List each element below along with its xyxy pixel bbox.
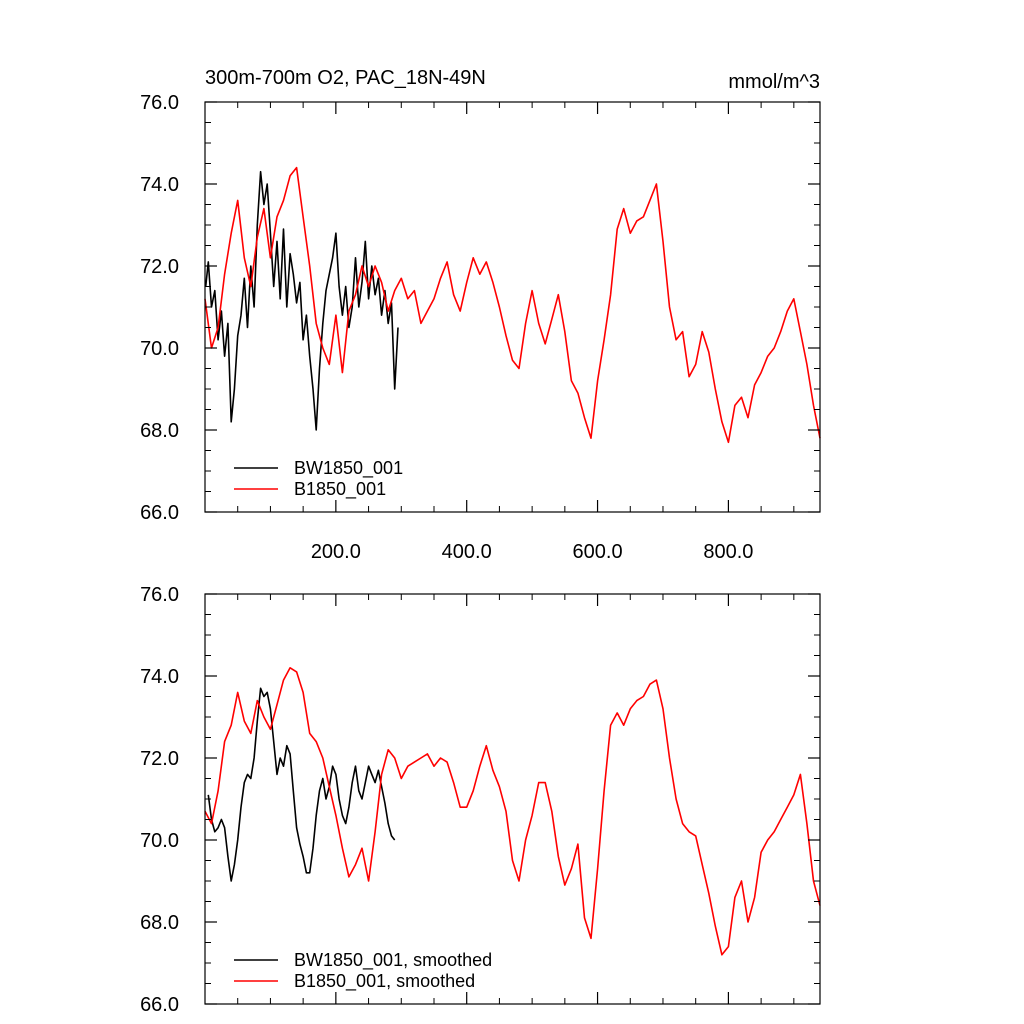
top-panel: 300m-700m O2, PAC_18N-49N mmol/m^3 66.06…	[140, 67, 821, 563]
bottom-panel-ticks: 66.0 68.0 70.0 72.0 74.0 76.0	[140, 584, 820, 1016]
y-tick-label: 74.0	[140, 174, 179, 196]
top-panel-marks	[204, 166, 821, 444]
legend-label-1: B1850_001	[294, 479, 386, 500]
y-tick-label: 66.0	[140, 994, 179, 1016]
y-tick-label: 72.0	[140, 748, 179, 770]
y-tick-label: 72.0	[140, 256, 179, 278]
y-tick-label: 76.0	[140, 92, 179, 114]
y-tick-label: 70.0	[140, 830, 179, 852]
top-panel-ticks: 66.0 68.0 70.0 72.0 74.0 76.0 200.0 400.0 600.0 8…	[140, 92, 820, 563]
x-tick-label: 200.0	[311, 541, 361, 563]
legend-label-0: BW1850_001, smoothed	[294, 950, 492, 971]
y-tick-label: 74.0	[140, 666, 179, 688]
y-tick-label: 70.0	[140, 338, 179, 360]
series-line-1	[204, 166, 821, 444]
series-line-0	[207, 687, 396, 882]
y-tick-label: 68.0	[140, 912, 179, 934]
series-line-1	[204, 666, 821, 956]
x-tick-label: 600.0	[573, 541, 623, 563]
bottom-panel: 66.0 68.0 70.0 72.0 74.0 76.0 BW1850_001, smo…	[140, 584, 821, 1016]
x-tick-label: 400.0	[442, 541, 492, 563]
bottom-plot-frame	[204, 593, 821, 1005]
y-tick-label: 76.0	[140, 584, 179, 606]
legend-label-1: B1850_001, smoothed	[294, 971, 475, 992]
top-plot-frame	[204, 101, 821, 513]
x-tick-label: 800.0	[703, 541, 753, 563]
y-tick-label: 66.0	[140, 502, 179, 524]
bottom-panel-marks	[204, 666, 821, 956]
legend-label-0: BW1850_001	[294, 458, 403, 479]
series-line-0	[204, 170, 399, 431]
units-label: mmol/m^3	[728, 71, 820, 93]
chart-title: 300m-700m O2, PAC_18N-49N	[205, 67, 486, 89]
y-tick-label: 68.0	[140, 420, 179, 442]
